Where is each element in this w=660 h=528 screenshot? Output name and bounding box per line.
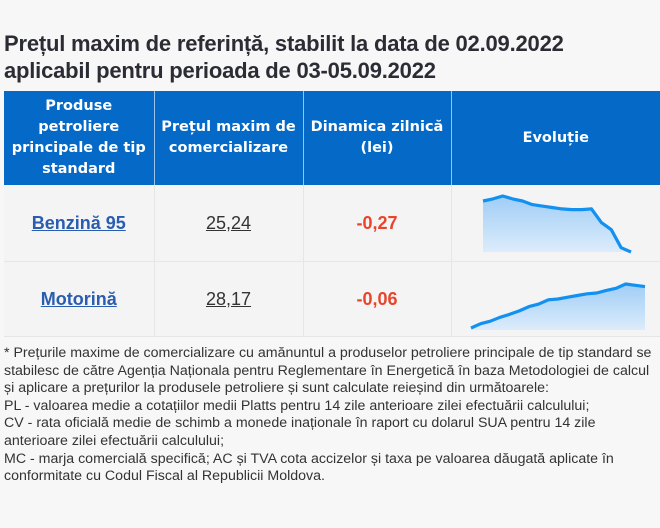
price-link-motorina[interactable]: 28,17 [205, 288, 252, 309]
table-row: Motorină 28,17 -0,06 [4, 261, 660, 337]
footnote-mc: MC - marja comercială specifică; AC și T… [4, 450, 614, 485]
sparkline-motorina [470, 282, 646, 330]
price-cell: 28,17 [154, 261, 304, 337]
price-link-benzina-95[interactable]: 25,24 [205, 212, 252, 233]
sparkline-area [483, 196, 632, 252]
price-cell: 25,24 [154, 185, 304, 262]
product-cell: Motorină [4, 261, 155, 337]
header-evolution: Evoluție [451, 91, 660, 185]
title-line-2: aplicabil pentru perioada de 03-05.09.20… [4, 58, 436, 83]
fuel-prices-table: Produse petroliere principale de tip sta… [4, 91, 660, 337]
delta-cell: -0,06 [303, 261, 452, 337]
delta-cell: -0,27 [303, 185, 452, 262]
header-max-price: Prețul maxim de comercializare [154, 91, 304, 185]
footnote: * Prețurile maxime de comercializare cu … [4, 345, 658, 486]
product-link-benzina-95[interactable]: Benzină 95 [31, 212, 126, 233]
header-products: Produse petroliere principale de tip sta… [4, 91, 155, 185]
footnote-intro: * Prețurile maxime de comercializare cu … [4, 345, 652, 397]
sparkline-area [471, 284, 646, 330]
daily-change-motorina: -0,06 [356, 288, 398, 309]
page-title: Prețul maxim de referință, stabilit la d… [4, 30, 564, 84]
evolution-cell [451, 261, 660, 337]
sparkline-line [482, 194, 632, 254]
daily-change-benzina-95: -0,27 [356, 212, 398, 233]
product-cell: Benzină 95 [4, 185, 155, 262]
sparkline-benzina-95 [482, 194, 632, 254]
evolution-cell [451, 185, 660, 262]
title-line-1: Prețul maxim de referință, stabilit la d… [4, 31, 564, 56]
footnote-cv: CV - rata oficială medie de schimb a mon… [4, 415, 596, 449]
table-header-row: Produse petroliere principale de tip sta… [4, 91, 660, 185]
header-daily-change: Dinamica zilnică (lei) [303, 91, 452, 185]
table-row: Benzină 95 25,24 -0,27 [4, 185, 660, 262]
footnote-pl: PL - valoarea medie a cotațiilor medii P… [4, 397, 590, 414]
product-link-motorina[interactable]: Motorină [40, 288, 117, 309]
sparkline-line [470, 282, 646, 330]
